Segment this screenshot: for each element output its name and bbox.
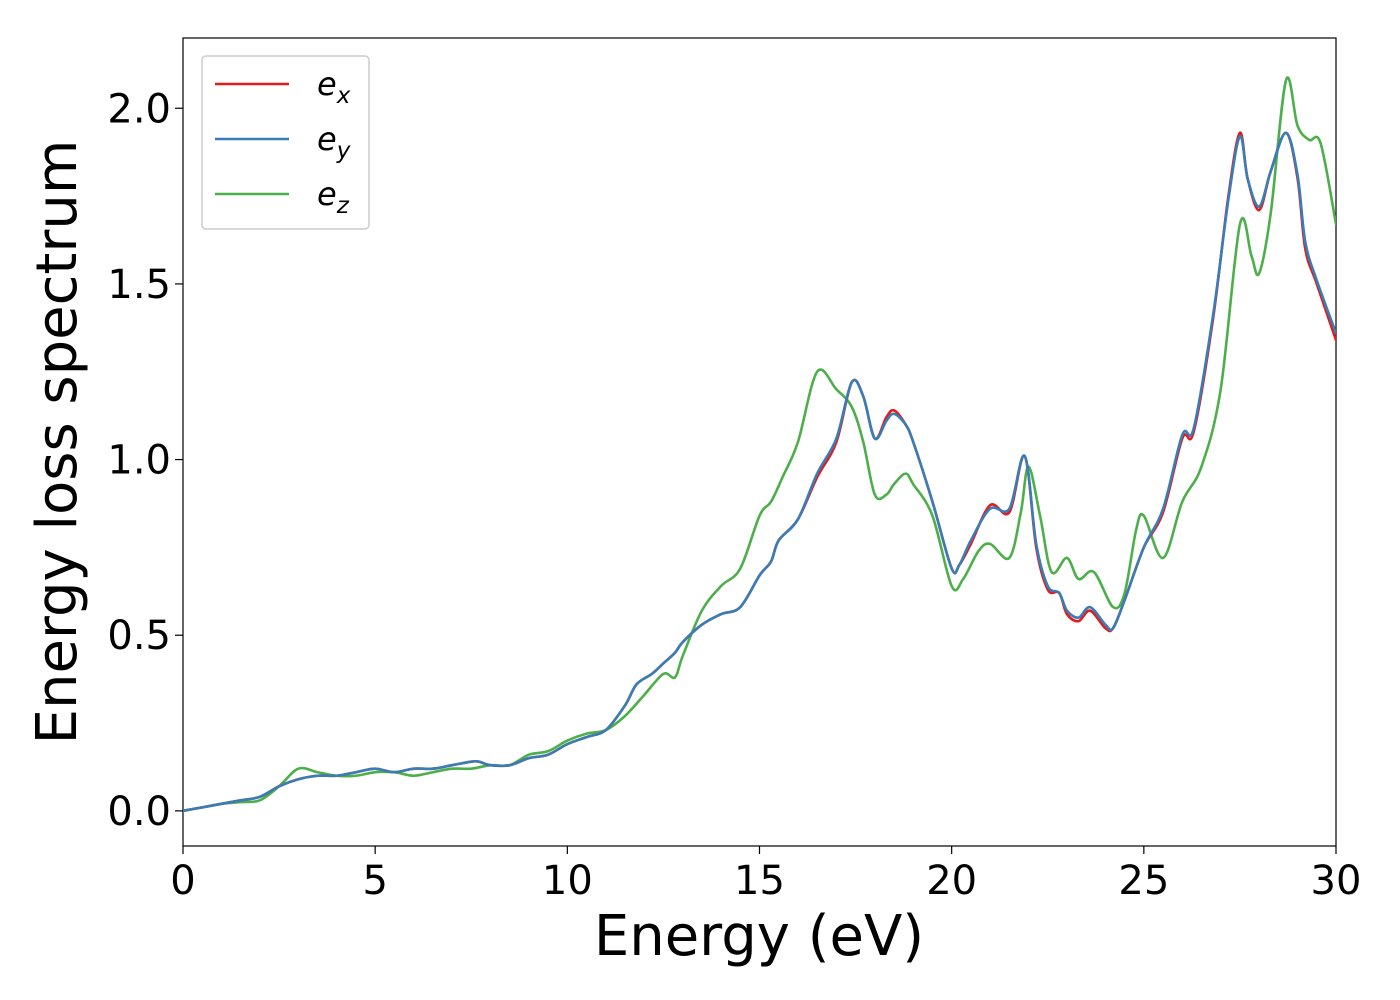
y-tick-label: 1.5	[107, 262, 171, 308]
y-axis-label: Energy loss spectrum	[25, 140, 90, 745]
legend-label: ez	[317, 175, 350, 219]
y-tick-label: 1.0	[107, 438, 171, 484]
series-layer	[183, 76, 1336, 813]
x-tick-label: 10	[542, 858, 593, 904]
legend-label: ey	[317, 120, 351, 164]
series-line-e-y	[183, 131, 1336, 813]
y-tick-label: 0.5	[107, 613, 171, 659]
x-axis-label: Energy (eV)	[594, 904, 924, 969]
x-tick-label: 15	[734, 858, 785, 904]
legend-label-base: e	[317, 175, 337, 213]
legend-box	[201, 55, 370, 230]
legend-label-subscript: z	[336, 193, 350, 219]
x-tick-label: 5	[362, 858, 387, 904]
x-axis: 0 5 10 15 20 25 30	[170, 846, 1361, 904]
legend-label: ex	[317, 65, 351, 109]
legend-label-subscript: x	[336, 83, 351, 109]
y-tick-label: 2.0	[107, 86, 171, 132]
legend-label-base: e	[317, 65, 337, 103]
x-tick-label: 0	[170, 858, 195, 904]
x-tick-label: 20	[926, 858, 977, 904]
series-line-e-z	[183, 76, 1336, 813]
legend-label-base: e	[317, 120, 337, 158]
x-tick-label: 25	[1118, 858, 1169, 904]
plot-area	[182, 37, 1337, 847]
y-tick-label: 0.0	[107, 789, 171, 835]
y-axis: 0.0 0.5 1.0 1.5 2.0	[107, 86, 183, 835]
legend-label-subscript: y	[336, 138, 351, 164]
x-tick-label: 30	[1311, 858, 1362, 904]
